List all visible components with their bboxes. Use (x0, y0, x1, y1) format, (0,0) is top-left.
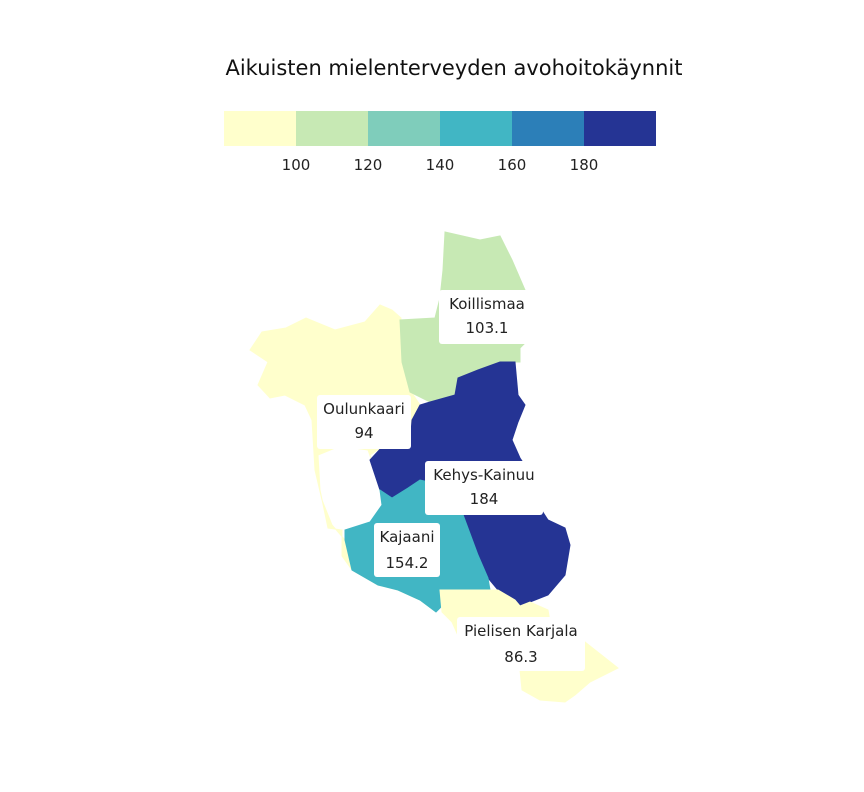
region-label-box (374, 523, 440, 577)
region-label: Kehys-Kainuu 184 (425, 461, 543, 515)
region-value: 154.2 (386, 554, 429, 572)
legend-tick-label: 160 (498, 156, 527, 174)
map-title: Aikuisten mielenterveyden avohoitokäynni… (225, 56, 683, 80)
region-label: Koillismaa 103.1 (439, 290, 535, 344)
region-label: Kajaani 154.2 (374, 523, 440, 577)
region-name: Kajaani (380, 528, 435, 546)
region-label-box (439, 290, 535, 344)
region-value: 184 (470, 490, 499, 508)
legend-swatch (296, 111, 368, 146)
color-legend: 100 120 140 160 180 (224, 111, 656, 174)
region-value: 103.1 (466, 319, 509, 337)
region-value: 94 (354, 424, 373, 442)
region-label-box (425, 461, 543, 515)
region-value: 86.3 (504, 648, 537, 666)
region-name: Kehys-Kainuu (433, 466, 534, 484)
legend-swatch (584, 111, 656, 146)
region-label: Pielisen Karjala 86.3 (457, 617, 585, 671)
region-label-box (317, 395, 411, 449)
legend-swatch (224, 111, 296, 146)
legend-swatch (512, 111, 584, 146)
legend-tick-label: 180 (570, 156, 599, 174)
region-label-box (457, 617, 585, 671)
region-name: Oulunkaari (323, 400, 405, 418)
legend-tick-label: 120 (354, 156, 383, 174)
region-name: Pielisen Karjala (464, 622, 577, 640)
legend-swatch (368, 111, 440, 146)
region-label: Oulunkaari 94 (317, 395, 411, 449)
region-oulunkaari[interactable] (249, 304, 437, 613)
legend-tick-label: 100 (282, 156, 311, 174)
legend-tick-label: 140 (426, 156, 455, 174)
legend-swatch (440, 111, 512, 146)
region-name: Koillismaa (449, 295, 525, 313)
